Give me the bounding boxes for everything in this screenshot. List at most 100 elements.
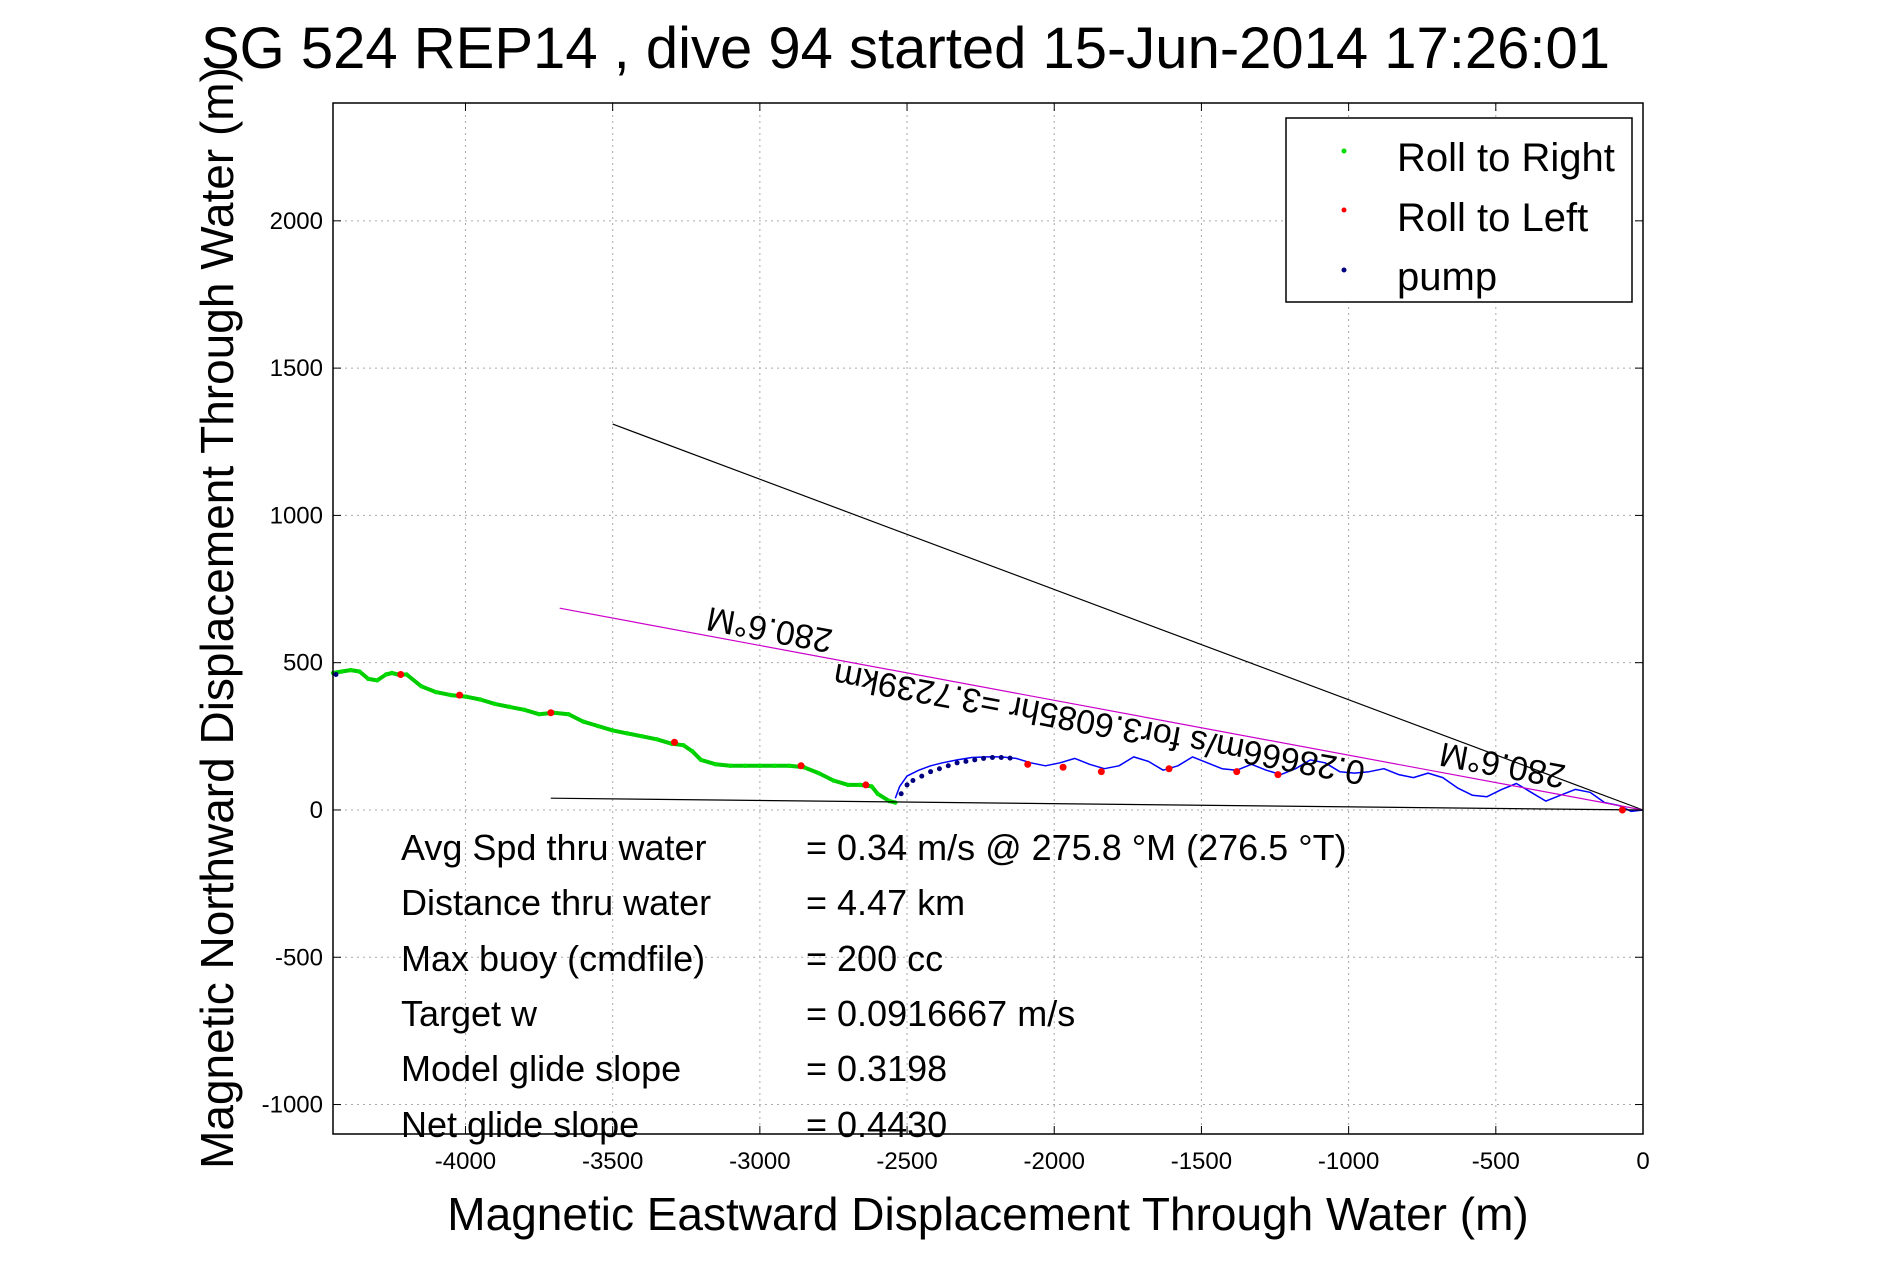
roll-right-point bbox=[893, 800, 898, 805]
roll-right-point bbox=[463, 694, 468, 699]
roll-right-point bbox=[887, 798, 892, 804]
stat-value-model-glide: = 0.3198 bbox=[806, 1048, 947, 1089]
roll-right-point bbox=[339, 669, 345, 674]
roll-right-point bbox=[348, 667, 353, 673]
pump-point bbox=[945, 763, 951, 769]
roll-right-point bbox=[357, 669, 362, 674]
stats-block: Avg Spd thru water = 0.34 m/s @ 275.8 °M… bbox=[401, 827, 1347, 1145]
roll-right-point bbox=[477, 697, 483, 702]
stat-value-avg-speed: = 0.34 m/s @ 275.8 °M (276.5 °T) bbox=[806, 827, 1347, 868]
y-axis-label: Magnetic Northward Displacement Through … bbox=[191, 67, 243, 1169]
stat-label-max-buoy: Max buoy (cmdfile) bbox=[401, 938, 705, 979]
pump-point bbox=[898, 791, 904, 797]
roll-left-point bbox=[862, 781, 870, 789]
pump-point bbox=[910, 778, 916, 784]
stat-value-max-buoy: = 200 cc bbox=[806, 938, 943, 979]
roll-right-point bbox=[869, 784, 874, 789]
stat-label-model-glide: Model glide slope bbox=[401, 1048, 681, 1089]
roll-left-point bbox=[397, 670, 405, 678]
y-tick-label: 1000 bbox=[270, 502, 323, 529]
y-tick-label: 500 bbox=[283, 650, 323, 677]
roll-right-point bbox=[772, 763, 777, 768]
y-tick-label: 1500 bbox=[270, 355, 323, 382]
roll-right-point bbox=[713, 762, 718, 767]
x-axis-ticks: -4000 -3500 -3000 -2500 -2000 -1500 -1000 -500 0 bbox=[435, 103, 1650, 1175]
data-layer bbox=[330, 423, 1644, 814]
roll-right-point bbox=[595, 723, 601, 729]
pump-point bbox=[1007, 755, 1013, 761]
plot-frame bbox=[332, 102, 1644, 1135]
y-tick-label: -500 bbox=[275, 944, 323, 971]
x-tick-label: -2000 bbox=[1024, 1148, 1085, 1175]
stat-label-net-glide: Net glide slope bbox=[401, 1104, 639, 1145]
stat-value-net-glide: = 0.4430 bbox=[806, 1104, 947, 1145]
roll-right-point bbox=[419, 684, 424, 689]
chart-title: SG 524 REP14 , dive 94 started 15-Jun-20… bbox=[201, 16, 1610, 81]
stat-label-target-w: Target w bbox=[401, 993, 538, 1034]
pump-point bbox=[972, 757, 978, 763]
y-tick-label: 2000 bbox=[270, 208, 323, 235]
roll-left-point bbox=[1059, 763, 1067, 771]
x-axis-label: Magnetic Eastward Displacement Through W… bbox=[447, 1188, 1528, 1240]
roll-right-point bbox=[654, 737, 660, 742]
pump-point bbox=[989, 755, 995, 761]
roll-left-point bbox=[547, 709, 555, 717]
stat-label-avg-speed: Avg Spd thru water bbox=[401, 827, 707, 868]
grid bbox=[333, 103, 1644, 1134]
x-tick-label: 0 bbox=[1636, 1148, 1649, 1175]
roll-right-point bbox=[698, 757, 704, 763]
roll-right-point bbox=[507, 704, 512, 710]
roll-right-point bbox=[742, 763, 748, 768]
roll-left-point bbox=[1165, 765, 1173, 773]
roll-right-point bbox=[389, 670, 395, 676]
pump-point bbox=[936, 766, 942, 772]
x-tick-label: -4000 bbox=[435, 1148, 496, 1175]
series-line-4 bbox=[550, 797, 1644, 811]
roll-right-point bbox=[816, 770, 821, 776]
legend-marker-roll-right bbox=[1341, 148, 1347, 154]
series-line-1 bbox=[332, 668, 896, 805]
roll-right-point bbox=[639, 734, 645, 739]
roll-right-point bbox=[566, 712, 571, 717]
roll-right-point bbox=[610, 728, 615, 733]
pump-point bbox=[333, 671, 339, 677]
y-tick-label: 0 bbox=[310, 797, 323, 824]
roll-right-point bbox=[728, 763, 733, 768]
roll-right-point bbox=[581, 719, 586, 724]
pump-point bbox=[928, 769, 934, 775]
pump-point bbox=[904, 782, 910, 788]
roll-left-point bbox=[797, 762, 805, 770]
roll-right-point bbox=[433, 689, 439, 695]
legend-marker-roll-left bbox=[1341, 207, 1347, 213]
roll-right-point bbox=[366, 676, 371, 682]
legend: Roll to Right Roll to Left pump bbox=[1285, 117, 1633, 303]
y-axis-ticks: -1000 -500 0 500 1000 1500 2000 bbox=[262, 208, 1643, 1119]
roll-left-point bbox=[1274, 771, 1282, 779]
roll-right-point bbox=[857, 782, 863, 788]
roll-left-point bbox=[1024, 760, 1032, 768]
roll-right-point bbox=[625, 731, 630, 736]
pump-point bbox=[981, 755, 987, 761]
stat-label-distance: Distance thru water bbox=[401, 882, 711, 923]
roll-right-point bbox=[492, 701, 498, 707]
roll-left-point bbox=[1233, 768, 1241, 776]
x-tick-label: -2500 bbox=[876, 1148, 937, 1175]
x-tick-label: -1500 bbox=[1171, 1148, 1232, 1175]
roll-right-point bbox=[374, 678, 380, 683]
roll-right-point bbox=[689, 748, 695, 754]
roll-left-point bbox=[670, 738, 678, 746]
stat-value-target-w: = 0.0916667 m/s bbox=[806, 993, 1075, 1034]
pump-point bbox=[954, 760, 960, 766]
roll-right-point bbox=[831, 778, 836, 783]
pump-point bbox=[919, 773, 925, 779]
roll-right-point bbox=[787, 763, 792, 768]
series-line-0 bbox=[894, 756, 1644, 813]
x-tick-label: -1000 bbox=[1318, 1148, 1379, 1175]
series-line-3 bbox=[559, 607, 1644, 811]
roll-right-point bbox=[536, 712, 542, 717]
y-tick-label: -1000 bbox=[262, 1092, 323, 1119]
roll-left-point bbox=[1097, 768, 1105, 776]
roll-right-point bbox=[448, 692, 453, 698]
series-line-2 bbox=[612, 423, 1644, 811]
